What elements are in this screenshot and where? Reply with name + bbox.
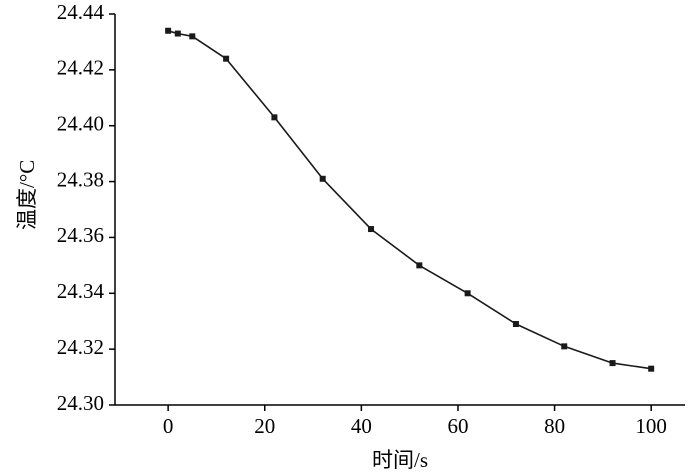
data-point	[416, 262, 423, 269]
data-point	[165, 27, 172, 34]
y-tick-label: 24.36	[57, 223, 104, 247]
y-tick-label: 24.40	[57, 112, 104, 136]
y-tick-label: 24.32	[57, 335, 104, 359]
x-tick-label: 80	[544, 414, 565, 438]
data-point	[271, 114, 278, 121]
series-line	[167, 30, 652, 370]
y-axis-title: 温度/°C	[15, 159, 39, 230]
data-point	[319, 175, 326, 182]
x-tick-label: 0	[163, 414, 174, 438]
y-tick-label: 24.30	[57, 391, 104, 415]
x-tick-label: 100	[635, 414, 667, 438]
y-tick-label: 24.44	[57, 0, 105, 24]
x-axis-title: 时间/s	[371, 448, 428, 472]
data-point	[561, 343, 568, 350]
x-tick-label: 60	[447, 414, 468, 438]
data-point	[368, 226, 375, 233]
data-point	[189, 33, 196, 40]
y-tick-label: 24.34	[57, 279, 105, 303]
data-point	[609, 360, 616, 367]
x-tick-label: 20	[254, 414, 275, 438]
data-point	[512, 321, 519, 328]
y-tick-label: 24.42	[57, 56, 104, 80]
data-point	[174, 30, 181, 37]
data-point	[648, 365, 655, 372]
data-point	[464, 290, 471, 297]
x-tick-label: 40	[351, 414, 372, 438]
y-tick-label: 24.38	[57, 167, 104, 191]
data-point	[223, 55, 230, 62]
